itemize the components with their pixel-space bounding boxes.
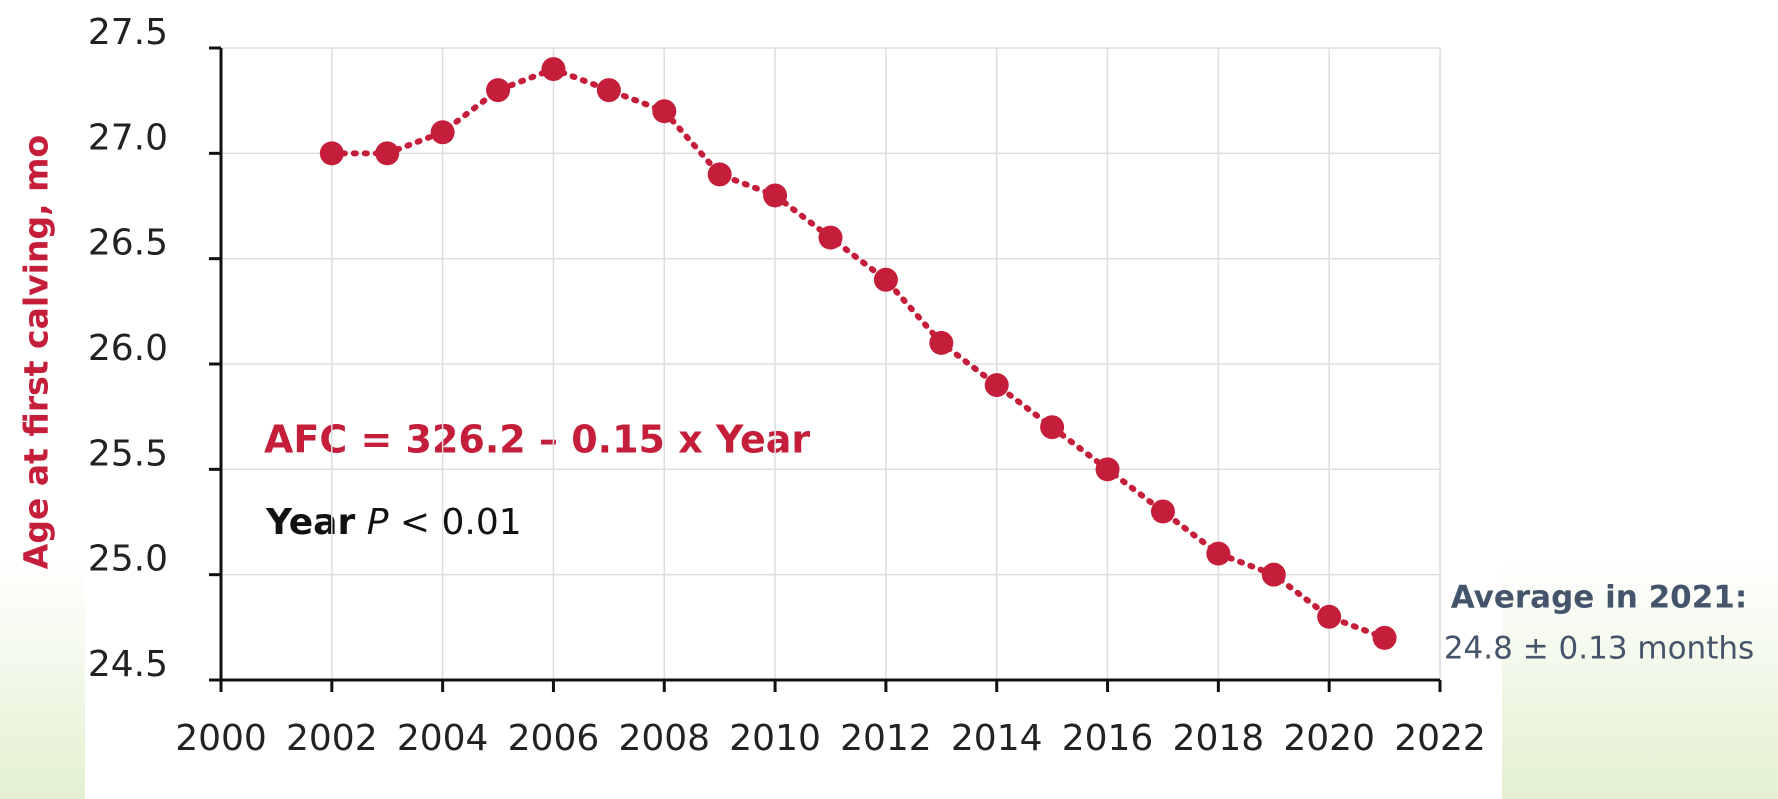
data-point: [375, 141, 400, 166]
y-tick-label: 27.0: [88, 117, 168, 158]
side-note-heading: Average in 2021:: [1451, 580, 1748, 616]
data-point: [1040, 415, 1065, 440]
x-tick-label: 2008: [618, 718, 710, 759]
significance-p: P: [367, 502, 389, 543]
y-tick-label: 25.5: [88, 433, 168, 474]
data-point: [929, 330, 954, 355]
x-tick-label: 2012: [840, 718, 932, 759]
y-tick-label: 27.5: [88, 12, 168, 53]
x-tick-label: 2014: [951, 718, 1043, 759]
y-tick-label: 26.0: [88, 328, 168, 369]
chart-panel: [85, 0, 1502, 799]
side-note-text: 24.8 ± 0.13 months: [1444, 631, 1754, 667]
data-point: [1317, 604, 1342, 629]
x-tick-label: 2022: [1394, 718, 1486, 759]
data-point: [1150, 499, 1175, 524]
significance-value: < 0.01: [400, 502, 522, 543]
data-point: [763, 183, 788, 208]
x-tick-label: 2006: [508, 718, 600, 759]
data-point: [707, 162, 732, 187]
data-point: [1095, 457, 1120, 482]
x-tick-label: 2002: [286, 718, 378, 759]
data-point: [596, 78, 621, 103]
y-tick-label: 24.5: [88, 644, 168, 685]
data-point: [1261, 562, 1286, 587]
x-tick-label: 2004: [397, 718, 489, 759]
equation: AFC = 326.2 – 0.15 x Year: [264, 418, 810, 462]
data-point: [652, 99, 677, 124]
x-tick-label: 2000: [175, 718, 267, 759]
x-tick-label: 2018: [1173, 718, 1265, 759]
x-tick-label: 2010: [729, 718, 821, 759]
y-tick-label: 26.5: [88, 223, 168, 264]
data-point: [430, 120, 455, 145]
significance: Year P < 0.01: [265, 502, 522, 543]
data-point: [541, 57, 566, 82]
significance-term: Year: [265, 502, 355, 543]
data-point: [1372, 625, 1397, 650]
data-point: [486, 78, 511, 103]
data-point: [1206, 541, 1231, 566]
x-tick-label: 2020: [1283, 718, 1375, 759]
data-point: [873, 267, 898, 292]
data-point: [984, 373, 1009, 398]
x-tick-label: 2016: [1062, 718, 1154, 759]
data-point: [818, 225, 843, 250]
y-axis-label: Age at first calving, mo: [17, 135, 56, 569]
data-point: [319, 141, 344, 166]
y-tick-label: 25.0: [88, 539, 168, 580]
